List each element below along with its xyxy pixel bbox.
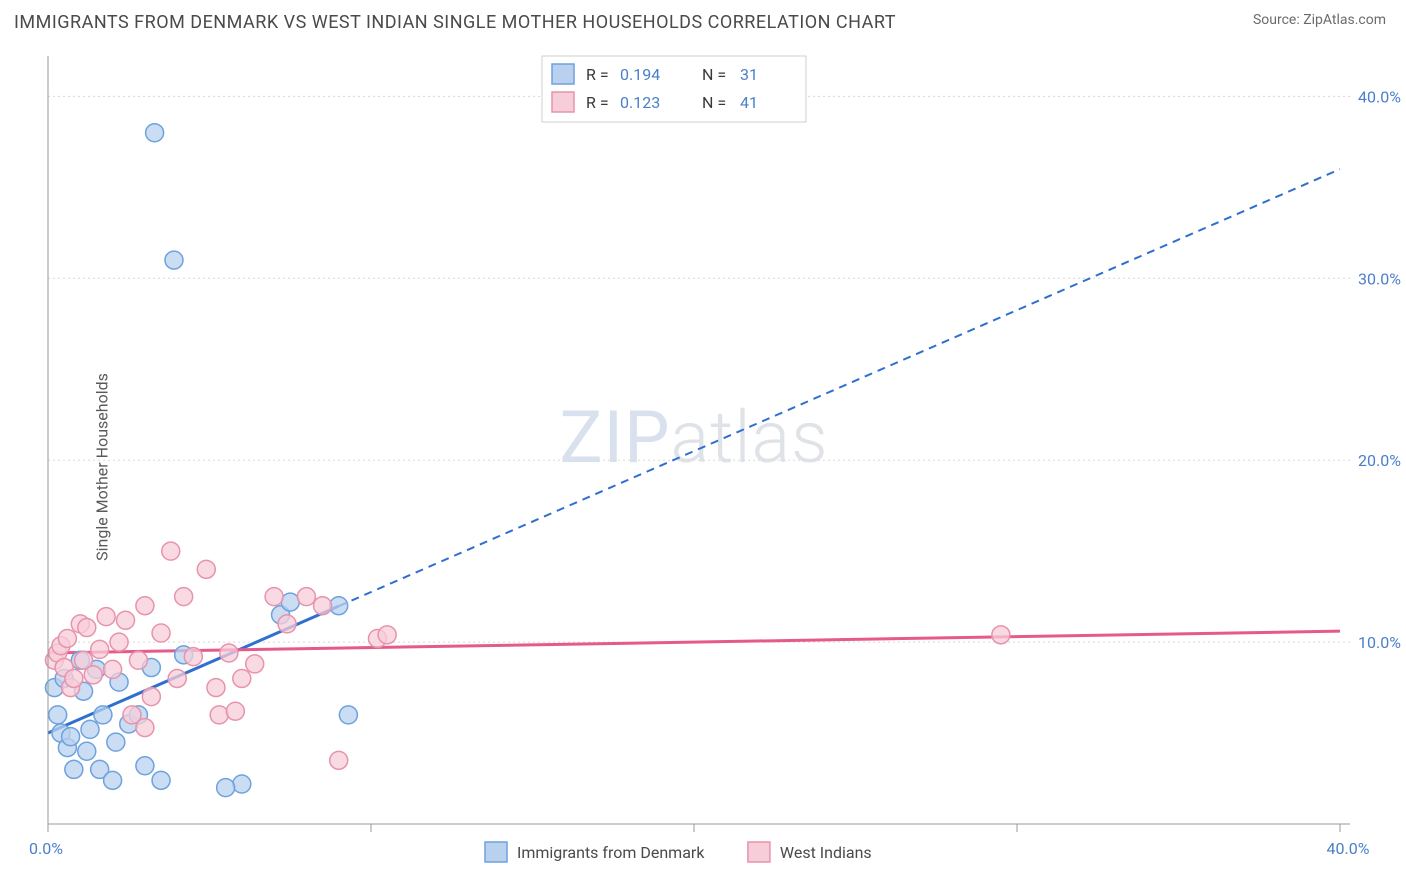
y-axis-label: Single Mother Households <box>92 373 111 561</box>
scatter-point <box>78 619 96 637</box>
legend-r-label: R = <box>586 93 609 112</box>
scatter-point <box>84 666 102 684</box>
scatter-point <box>278 615 296 633</box>
scatter-point <box>94 706 112 724</box>
scatter-point <box>217 779 235 797</box>
scatter-point <box>378 626 396 644</box>
scatter-point <box>62 728 80 746</box>
legend-r-value: 0.194 <box>620 65 660 84</box>
legend-stats-box <box>542 56 806 122</box>
x-tick-label: 40.0% <box>1327 839 1370 858</box>
scatter-point <box>152 624 170 642</box>
scatter-point <box>165 251 183 269</box>
scatter-point <box>142 688 160 706</box>
scatter-point <box>129 651 147 669</box>
legend-series-label: West Indians <box>780 843 872 862</box>
scatter-point <box>265 588 283 606</box>
chart-title: IMMIGRANTS FROM DENMARK VS WEST INDIAN S… <box>14 12 896 33</box>
scatter-point <box>339 706 357 724</box>
scatter-point <box>297 588 315 606</box>
scatter-point <box>226 702 244 720</box>
scatter-point <box>146 124 164 142</box>
scatter-point <box>197 560 215 578</box>
y-tick-label: 30.0% <box>1358 269 1401 288</box>
scatter-point <box>78 742 96 760</box>
scatter-point <box>110 633 128 651</box>
scatter-point <box>233 775 251 793</box>
y-tick-label: 10.0% <box>1358 633 1401 652</box>
legend-swatch <box>485 842 507 862</box>
scatter-point <box>81 720 99 738</box>
scatter-point <box>992 626 1010 644</box>
legend-r-value: 0.123 <box>620 93 660 112</box>
scatter-point <box>107 733 125 751</box>
scatter-point <box>136 719 154 737</box>
legend-series-label: Immigrants from Denmark <box>517 843 705 862</box>
scatter-point <box>330 751 348 769</box>
scatter-point <box>184 648 202 666</box>
scatter-point <box>65 669 83 687</box>
scatter-point <box>104 660 122 678</box>
source-label: Source: ZipAtlas.com <box>1253 12 1386 28</box>
scatter-point <box>97 608 115 626</box>
scatter-point <box>136 597 154 615</box>
trend-line <box>48 631 1340 653</box>
legend-n-label: N = <box>702 65 726 84</box>
legend-swatch <box>552 92 574 112</box>
scatter-point <box>175 588 193 606</box>
legend-n-label: N = <box>702 93 726 112</box>
scatter-point <box>49 706 67 724</box>
scatter-point <box>330 597 348 615</box>
legend-r-label: R = <box>586 65 609 84</box>
correlation-scatter-chart: ZIPatlas 0.0% 40.0% 10.0% 20.0% 30.0% 40.0% R =… <box>0 42 1406 892</box>
scatter-point <box>210 706 228 724</box>
scatter-point <box>152 771 170 789</box>
scatter-point <box>207 679 225 697</box>
scatter-point <box>58 629 76 647</box>
scatter-point <box>104 771 122 789</box>
scatter-point <box>246 655 264 673</box>
scatter-point <box>65 760 83 778</box>
y-tick-label: 40.0% <box>1358 87 1401 106</box>
scatter-point <box>233 669 251 687</box>
legend-n-value: 41 <box>740 93 758 112</box>
trend-line-dashed <box>339 169 1340 606</box>
y-tick-label: 20.0% <box>1358 451 1401 470</box>
scatter-point <box>168 669 186 687</box>
scatter-point <box>136 757 154 775</box>
x-tick-label: 0.0% <box>29 839 63 858</box>
scatter-point <box>91 640 109 658</box>
scatter-point <box>220 644 238 662</box>
legend-swatch <box>748 842 770 862</box>
legend-n-value: 31 <box>740 65 758 84</box>
scatter-point <box>281 593 299 611</box>
watermark: ZIPatlas <box>559 395 828 480</box>
scatter-point <box>162 542 180 560</box>
scatter-point <box>314 597 332 615</box>
scatter-point <box>117 611 135 629</box>
legend-swatch <box>552 64 574 84</box>
